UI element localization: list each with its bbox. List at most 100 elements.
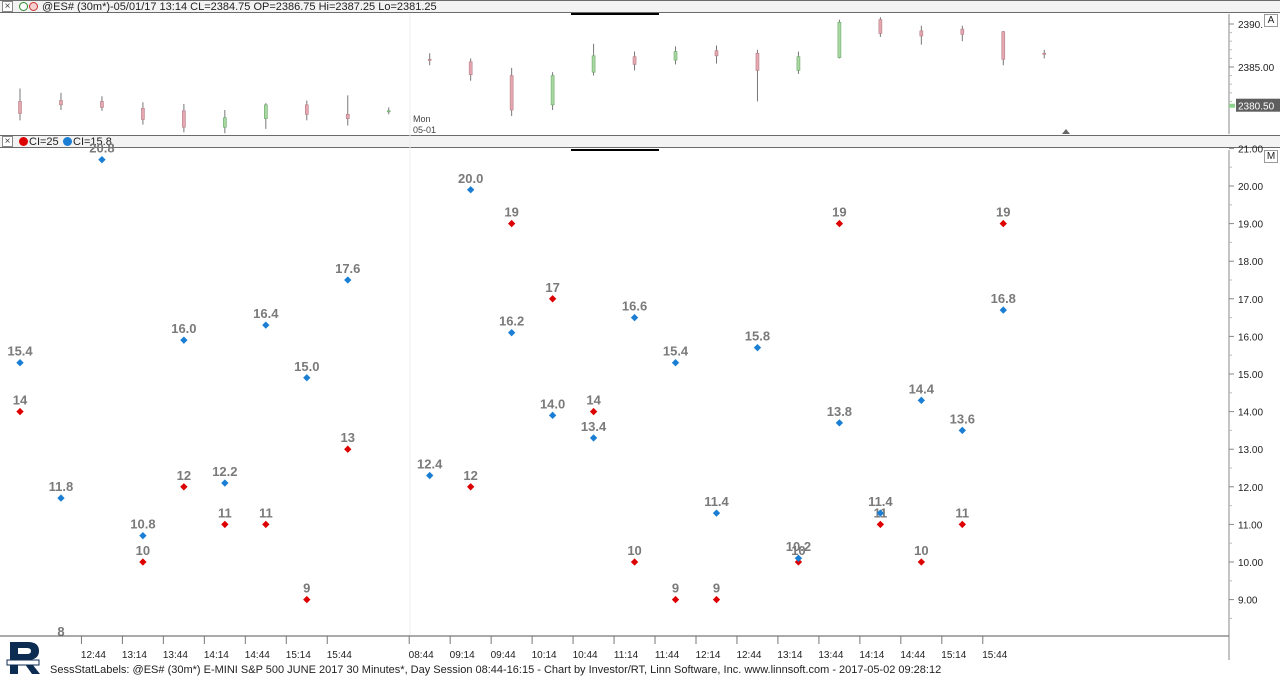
candle-body <box>591 55 596 73</box>
indicator-tick-label: 15.00 <box>1238 370 1263 381</box>
red-series-point <box>630 558 639 566</box>
blue-series-point <box>98 156 106 164</box>
candle-body <box>673 51 678 61</box>
blue-series-point <box>262 321 270 329</box>
time-tick-label: 13:14 <box>777 650 802 661</box>
red-series-label: 19 <box>832 205 846 220</box>
blue-series-label: 15.4 <box>663 344 689 359</box>
blue-series-label: 10.2 <box>786 539 811 554</box>
blue-series-point <box>139 532 147 540</box>
candle-body <box>796 56 801 71</box>
red-series-point <box>589 407 598 416</box>
red-circle-icon <box>29 2 38 11</box>
candle-body <box>141 107 145 120</box>
blue-series-label: 10.8 <box>130 517 155 532</box>
candle-body <box>1001 31 1006 60</box>
blue-series-point <box>221 479 229 487</box>
pane-splitter-top[interactable] <box>571 13 659 15</box>
blue-series-point <box>57 494 65 502</box>
red-series-label: 10 <box>627 543 641 558</box>
time-tick-label: 11:14 <box>614 650 639 661</box>
time-tick-label: 10:44 <box>573 650 598 661</box>
last-price-box <box>1236 98 1280 112</box>
red-series-label: 9 <box>303 581 310 596</box>
close-icon[interactable]: × <box>2 136 13 147</box>
blue-series-label: 13.8 <box>827 404 852 419</box>
blue-series-point <box>303 374 311 382</box>
candle-body <box>59 100 63 106</box>
last-price-label: 2380.50 <box>1238 102 1275 113</box>
session-date: 05-01 <box>413 125 436 135</box>
time-tick-label: 14:14 <box>204 650 229 661</box>
blue-series-label: 11.4 <box>704 494 729 509</box>
indicator-pane-header: × CI=25 CI=15.8 <box>0 135 1280 148</box>
time-tick-label: 09:14 <box>450 650 475 661</box>
candle-body <box>960 28 965 35</box>
blue-series-point <box>712 509 721 517</box>
close-icon[interactable]: × <box>2 1 13 12</box>
red-series-point <box>917 558 926 566</box>
red-series-point <box>344 445 352 453</box>
blue-series-point <box>466 186 475 194</box>
red-series-point <box>671 595 680 604</box>
pane-splitter-bottom[interactable] <box>571 149 659 151</box>
red-series-label: 8 <box>57 624 64 639</box>
candle-body <box>264 104 268 119</box>
candle-body <box>468 61 473 76</box>
blue-series-point <box>753 344 762 352</box>
blue-series-label: 15.0 <box>294 359 319 374</box>
indicator-tick-label: 20.00 <box>1238 182 1263 193</box>
blue-series-point <box>589 434 598 442</box>
footer-caption: SessStatLabels: @ES# (30m*) E-MINI S&P 5… <box>50 664 942 676</box>
red-series-label: 12 <box>177 468 191 483</box>
candle-body <box>509 75 514 111</box>
time-tick-label: 15:44 <box>327 650 352 661</box>
blue-series-label: 16.2 <box>499 314 524 329</box>
red-series-point <box>180 483 188 491</box>
candle-body <box>878 19 883 34</box>
blue-series-label: 16.6 <box>622 299 647 314</box>
time-tick-label: 14:14 <box>859 650 884 661</box>
blue-series-label: 11.4 <box>868 494 893 509</box>
blue-series-point <box>794 554 803 562</box>
price-axis-button[interactable]: A <box>1264 14 1278 27</box>
blue-series-point <box>630 313 639 322</box>
time-tick-label: 12:44 <box>736 650 761 661</box>
time-tick-label: 15:14 <box>286 650 311 661</box>
indicator-tick-label: 9.00 <box>1238 596 1258 607</box>
red-series-point <box>507 219 516 228</box>
price-pane-header: × @ES# (30m*)-05/01/17 13:14 CL=2384.75 … <box>0 0 1280 13</box>
time-tick-label: 12:14 <box>695 650 720 661</box>
indicator-tick-label: 10.00 <box>1238 558 1263 569</box>
header-mask <box>0 136 1228 150</box>
candle-body <box>223 117 227 128</box>
blue-series-point <box>958 426 966 435</box>
candle-body <box>714 50 719 57</box>
indicator-tick-label: 21.00 <box>1238 144 1263 155</box>
blue-series-label: 17.6 <box>335 261 360 276</box>
session-label: Mon <box>413 114 431 124</box>
blue-series-label: 15.4 <box>7 344 33 359</box>
time-tick-label: 08:44 <box>409 650 434 661</box>
candle-body <box>345 114 350 119</box>
time-tick-label: 12:44 <box>81 650 106 661</box>
candle-body <box>182 110 186 128</box>
blue-series-label: 14.0 <box>540 396 565 411</box>
red-series-label: 19 <box>996 205 1010 220</box>
indicator-axis-button[interactable]: M <box>1264 150 1278 163</box>
price-header-text: @ES# (30m*)-05/01/17 13:14 CL=2384.75 OP… <box>42 1 437 13</box>
red-series-label: 14 <box>586 393 601 408</box>
blue-series-point <box>999 306 1007 314</box>
candle-body <box>1042 52 1047 55</box>
blue-series-point <box>344 276 352 284</box>
red-series-label: 10 <box>791 543 805 558</box>
indicator-tick-label: 17.00 <box>1238 295 1263 306</box>
red-series-point <box>262 520 270 529</box>
red-series-label: 17 <box>545 280 559 295</box>
time-tick-label: 13:44 <box>818 650 843 661</box>
indicator-tick-label: 11.00 <box>1238 520 1263 531</box>
blue-series-label: 20.0 <box>458 171 483 186</box>
blue-series-point <box>507 328 516 337</box>
